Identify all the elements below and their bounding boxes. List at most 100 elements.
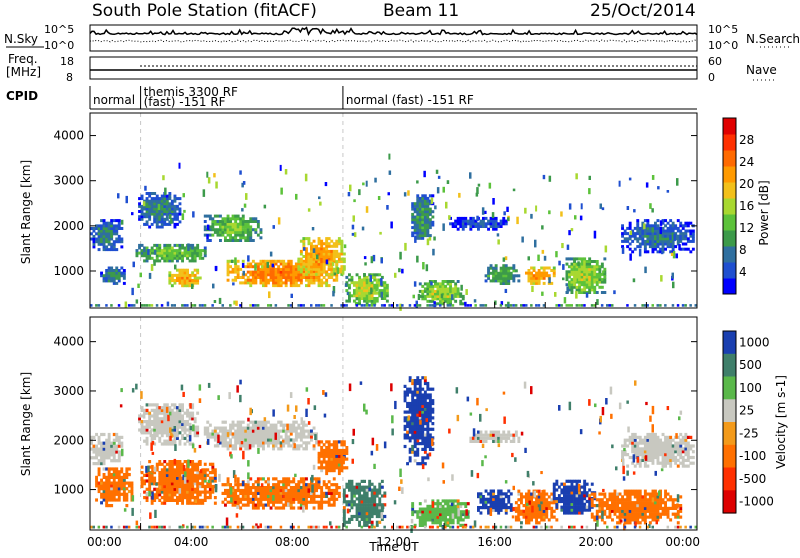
data-cell [120, 476, 123, 479]
data-cell [110, 442, 113, 445]
data-cell [361, 494, 364, 497]
data-cell [639, 249, 642, 257]
data-cell [100, 442, 103, 445]
data-cell [209, 432, 212, 435]
data-cell [330, 452, 333, 455]
data-cell [358, 512, 361, 515]
data-cell [328, 268, 331, 271]
data-cell [191, 271, 194, 274]
data-cell [151, 200, 154, 203]
data-cell [325, 284, 328, 287]
data-cell [305, 483, 308, 486]
data-cell [330, 276, 333, 279]
data-cell [429, 388, 432, 391]
data-cell [239, 281, 242, 284]
data-cell [588, 188, 591, 194]
data-cell [290, 501, 293, 504]
data-cell [297, 271, 300, 274]
data-cell [239, 424, 242, 427]
data-cell [174, 257, 177, 260]
data-cell [679, 222, 682, 225]
data-cell [633, 209, 636, 212]
data-cell [237, 260, 240, 263]
data-cell [366, 284, 369, 287]
data-cell [361, 297, 364, 300]
data-cell [227, 231, 230, 234]
data-cell [447, 521, 450, 524]
data-cell [219, 231, 222, 234]
data-cell [361, 284, 364, 287]
data-cell [477, 506, 480, 509]
data-cell [549, 176, 552, 182]
data-cell [644, 230, 647, 233]
data-cell [249, 432, 252, 435]
data-cell [657, 227, 660, 230]
data-cell [363, 284, 366, 287]
data-cell [282, 268, 285, 271]
data-cell [156, 304, 159, 307]
data-cell [505, 222, 508, 225]
data-cell [95, 433, 98, 436]
data-cell [176, 420, 179, 423]
data-cell [566, 278, 569, 281]
data-cell [574, 277, 577, 283]
y-tick-label: 4000 [53, 129, 84, 143]
data-cell [163, 428, 166, 431]
data-cell [411, 436, 414, 439]
data-cell [156, 406, 159, 409]
data-cell [657, 250, 660, 253]
data-cell [156, 218, 159, 221]
data-cell [411, 382, 414, 385]
data-cell [168, 477, 171, 480]
data-cell [335, 446, 338, 449]
data-cell [176, 218, 179, 221]
data-cell [669, 224, 672, 227]
data-cell [224, 438, 227, 441]
data-cell [260, 438, 263, 441]
data-cell [179, 163, 181, 169]
data-cell [123, 496, 126, 499]
data-cell [191, 479, 194, 482]
data-cell [366, 289, 369, 292]
data-cell [636, 245, 639, 248]
data-cell [338, 495, 341, 498]
data-cell [507, 437, 510, 440]
data-cell [151, 257, 154, 260]
colorbar-swatch [723, 214, 736, 231]
data-cell [196, 431, 199, 434]
data-cell [222, 225, 225, 228]
data-cell [368, 284, 371, 287]
data-cell [249, 284, 252, 287]
data-cell [277, 480, 280, 483]
data-cell [204, 491, 207, 494]
data-cell [237, 276, 240, 279]
data-cell [267, 268, 270, 271]
data-cell [362, 183, 365, 186]
data-cell [613, 290, 616, 294]
data-cell [476, 216, 479, 221]
data-cell [200, 252, 203, 256]
data-cell [340, 440, 343, 443]
data-cell [166, 200, 169, 203]
data-cell [211, 488, 214, 491]
data-cell [305, 237, 308, 240]
power-ylabel: Slant Range [km] [19, 160, 33, 264]
data-cell [189, 496, 192, 499]
data-cell [280, 279, 283, 282]
data-cell [568, 283, 571, 286]
data-cell [174, 403, 177, 406]
data-cell [520, 501, 523, 504]
data-cell [545, 272, 548, 275]
data-cell [146, 257, 149, 260]
data-cell [93, 456, 96, 459]
data-cell [247, 504, 250, 507]
data-cell [282, 506, 285, 509]
data-cell [318, 452, 321, 455]
data-cell [110, 245, 113, 248]
data-cell [199, 502, 202, 505]
data-cell [421, 459, 424, 462]
data-cell [505, 282, 508, 285]
data-cell [267, 430, 270, 433]
data-cell [416, 205, 419, 208]
data-cell [325, 253, 328, 256]
